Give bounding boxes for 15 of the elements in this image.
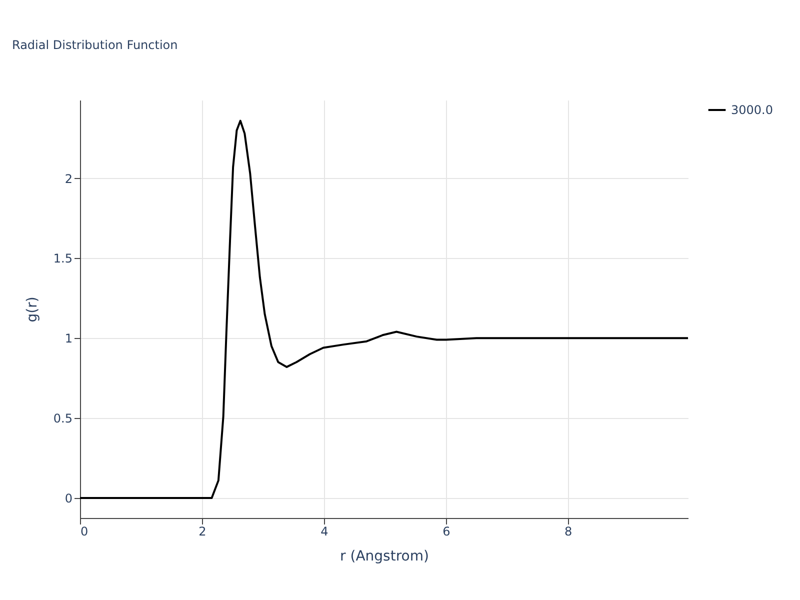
y-tick-label: 1 (64, 332, 72, 346)
x-tick-label: 4 (320, 524, 328, 538)
x-tick-label: 6 (442, 524, 450, 538)
legend-label: 3000.0 (731, 103, 773, 117)
y-axis-title: g(r) (24, 296, 40, 322)
y-tick-label: 1.5 (53, 252, 72, 266)
x-tick-label: 0 (80, 524, 88, 538)
y-tick-label: 0.5 (53, 412, 72, 426)
y-tick-label: 2 (64, 172, 72, 186)
line-series (79, 120, 689, 500)
x-tick-label: 2 (198, 524, 206, 538)
y-tick-label: 0 (64, 492, 72, 506)
x-axis-title: r (Angstrom) (340, 548, 429, 564)
chart-title: Radial Distribution Function (12, 38, 178, 52)
x-tick-label: 8 (564, 524, 572, 538)
